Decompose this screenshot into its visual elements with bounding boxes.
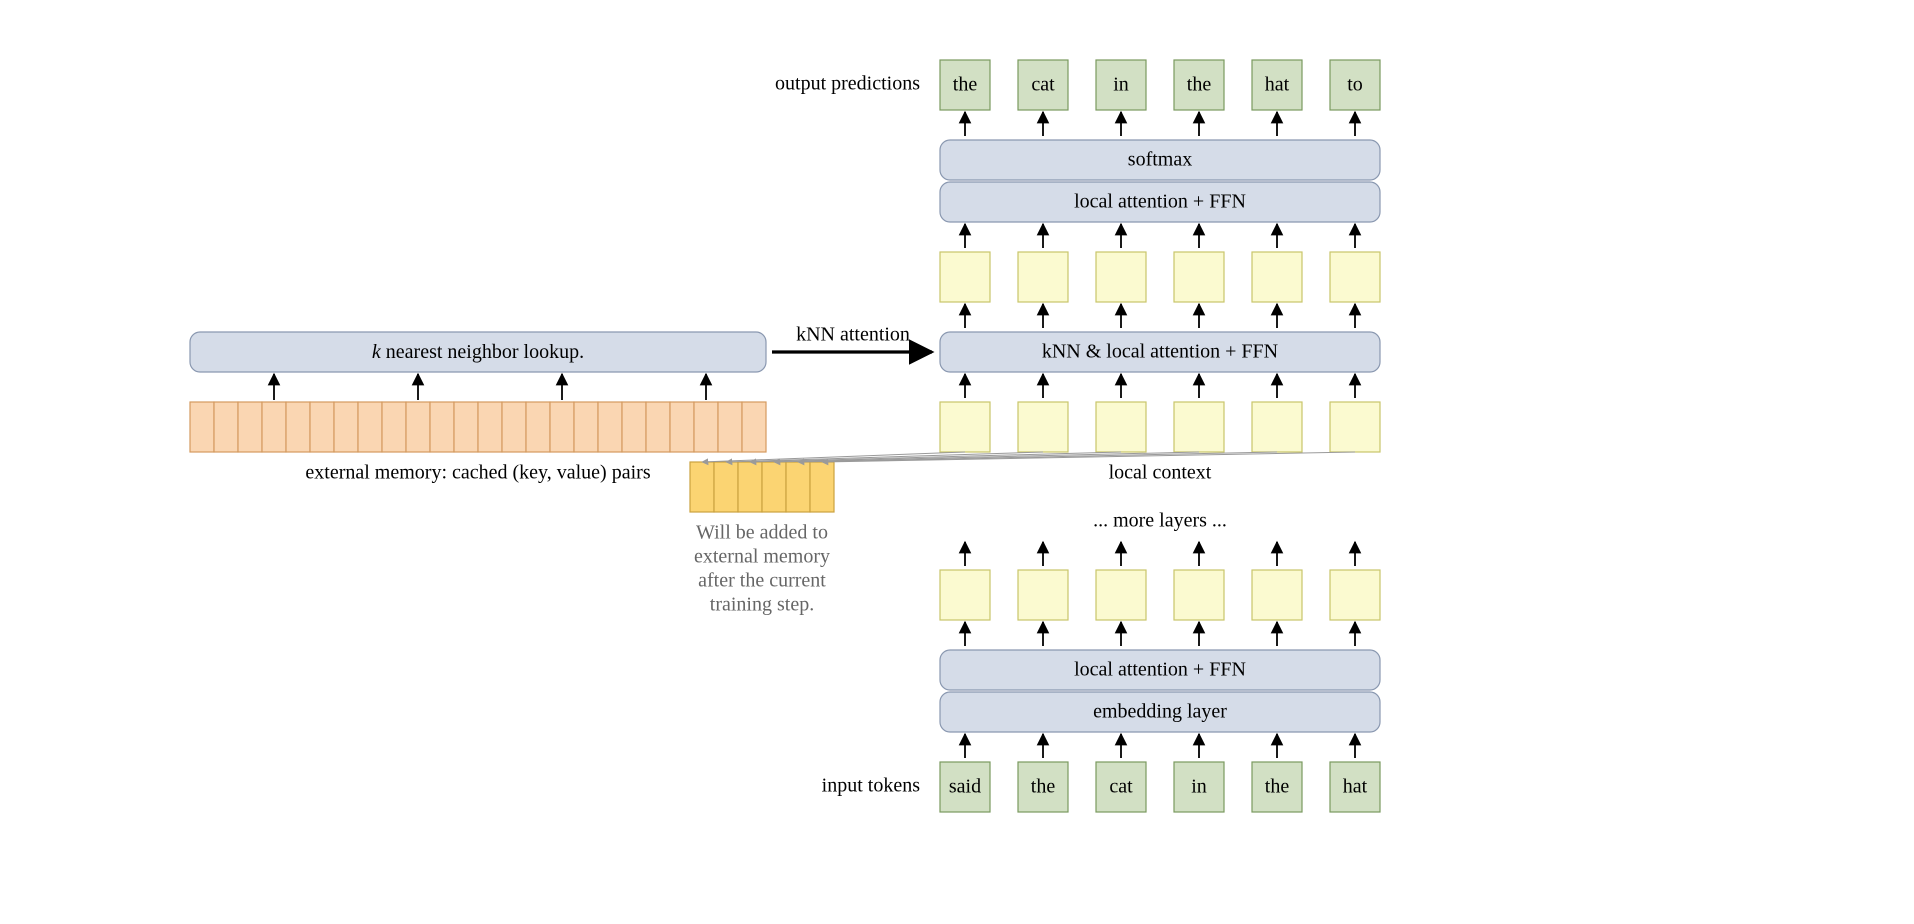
architecture-diagram: the cat in the hat to output predictions softma… <box>0 0 1914 924</box>
knn-lookup-label: k nearest neighbor lookup. <box>372 341 584 363</box>
svg-text:kNN attention: kNN attention <box>796 324 910 346</box>
svg-text:local context: local context <box>1109 462 1212 484</box>
svg-text:training step.: training step. <box>710 594 814 616</box>
svg-text:cat: cat <box>1109 776 1133 798</box>
svg-text:Will be added to: Will be added to <box>696 522 828 544</box>
svg-text:external memory: cached (key,: external memory: cached (key, value) pai… <box>305 462 650 484</box>
svg-text:kNN & local attention + FFN: kNN & local attention + FFN <box>1042 341 1278 363</box>
svg-text:the: the <box>1031 776 1056 798</box>
svg-text:hat: hat <box>1343 776 1368 798</box>
svg-text:softmax: softmax <box>1128 149 1192 171</box>
svg-text:local attention + FFN: local attention + FFN <box>1074 659 1246 681</box>
svg-text:embedding layer: embedding layer <box>1093 701 1227 723</box>
svg-text:the: the <box>1187 74 1212 96</box>
svg-text:in: in <box>1113 74 1129 96</box>
svg-text:hat: hat <box>1265 74 1290 96</box>
svg-text:... more layers ...: ... more layers ... <box>1093 510 1227 532</box>
svg-text:to: to <box>1347 74 1363 96</box>
svg-text:local attention + FFN: local attention + FFN <box>1074 191 1246 213</box>
svg-text:said: said <box>949 776 981 798</box>
svg-text:the: the <box>1265 776 1290 798</box>
svg-text:cat: cat <box>1031 74 1055 96</box>
svg-text:in: in <box>1191 776 1207 798</box>
svg-text:the: the <box>953 74 978 96</box>
svg-text:input tokens: input tokens <box>822 775 921 797</box>
svg-text:output predictions: output predictions <box>775 73 920 95</box>
svg-text:after the current: after the current <box>698 570 826 592</box>
svg-text:external memory: external memory <box>694 546 830 568</box>
